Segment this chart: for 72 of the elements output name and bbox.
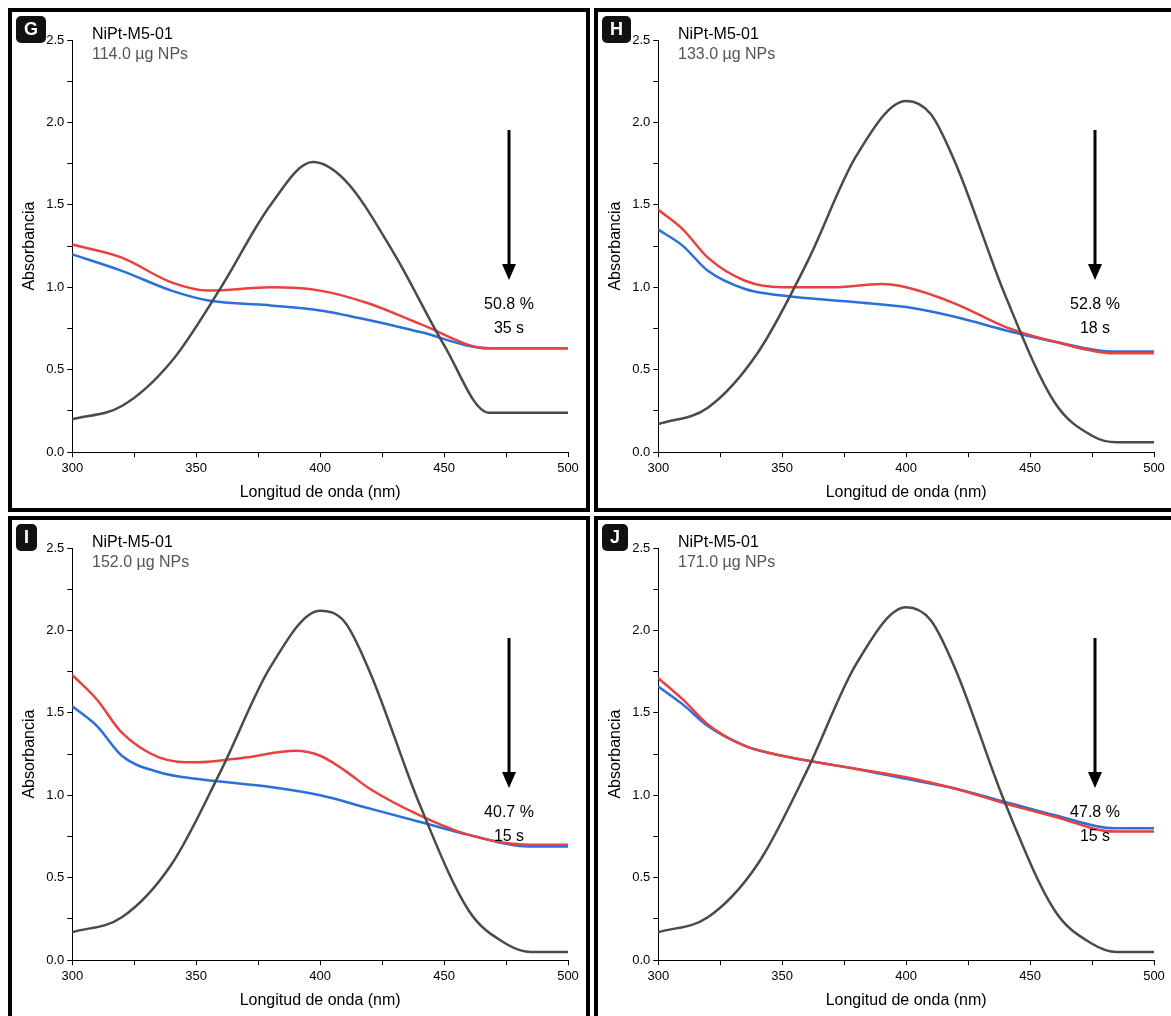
y-tick-label: 1.0: [46, 786, 65, 802]
annotation: NiPt-M5-01: [678, 24, 760, 44]
x-axis-title: Longitud de onda (nm): [825, 990, 987, 1008]
x-tick-label: 450: [1019, 459, 1041, 475]
y-tick-label: 0.0: [632, 443, 651, 459]
y-tick-label: 2.0: [46, 622, 65, 638]
y-tick-label: 2.0: [46, 114, 65, 130]
x-tick-label: 500: [1143, 459, 1165, 475]
x-tick-label: 400: [309, 459, 331, 475]
x-tick-label: 400: [309, 967, 331, 983]
x-tick-label: 350: [185, 459, 208, 475]
annotation: 15 s: [1078, 826, 1112, 846]
text: I: [16, 524, 38, 551]
y-tick-label: 1.0: [632, 278, 651, 294]
x-tick-label: 400: [895, 967, 917, 983]
x-tick-label: 300: [61, 967, 84, 983]
y-tick-label: 0.0: [46, 951, 65, 967]
y-tick-label: 1.5: [632, 196, 651, 212]
y-tick-label: 1.0: [46, 278, 65, 294]
annotation: 47.8 %: [1069, 802, 1121, 822]
y-tick-label: 1.5: [46, 196, 65, 212]
y-axis-title: Absorbancia: [20, 201, 38, 291]
y-tick-label: 0.5: [632, 361, 651, 377]
y-tick-label: 0.5: [46, 361, 65, 377]
y-tick-label: 0.5: [46, 869, 65, 885]
annotation: 50.8 %: [483, 294, 535, 314]
x-axis-title: Longitud de onda (nm): [825, 482, 987, 500]
annotation: NiPt-M5-01: [92, 24, 174, 44]
y-axis-title: Absorbancia: [20, 709, 38, 799]
annotation: 171.0 µg NPs: [678, 552, 776, 572]
y-tick-label: 2.5: [46, 539, 65, 555]
y-tick-label: 0.5: [632, 869, 651, 885]
annotation: NiPt-M5-01: [678, 532, 760, 552]
text: H: [602, 16, 631, 43]
y-tick-label: 2.5: [632, 539, 651, 555]
y-tick-label: 1.5: [46, 704, 65, 720]
y-axis-title: Absorbancia: [606, 709, 624, 799]
y-axis-title: Absorbancia: [606, 201, 624, 291]
annotation: 35 s: [492, 318, 526, 338]
annotation: 133.0 µg NPs: [678, 44, 776, 64]
y-tick-label: 1.0: [632, 786, 651, 802]
y-tick-label: 2.0: [632, 622, 651, 638]
x-tick-label: 500: [557, 459, 579, 475]
annotation: 40.7 %: [483, 802, 535, 822]
annotation: 152.0 µg NPs: [92, 552, 190, 572]
y-tick-label: 1.5: [632, 704, 651, 720]
x-tick-label: 300: [61, 459, 84, 475]
x-tick-label: 500: [557, 967, 579, 983]
x-axis-title: Longitud de onda (nm): [239, 990, 401, 1008]
annotation: 18 s: [1078, 318, 1112, 338]
annotation: NiPt-M5-01: [92, 532, 174, 552]
annotation: 52.8 %: [1069, 294, 1121, 314]
x-tick-label: 450: [433, 459, 455, 475]
x-axis-title: Longitud de onda (nm): [239, 482, 401, 500]
x-tick-label: 400: [895, 459, 917, 475]
x-tick-label: 350: [771, 459, 794, 475]
x-tick-label: 350: [771, 967, 794, 983]
x-tick-label: 300: [647, 967, 670, 983]
y-tick-label: 0.0: [632, 951, 651, 967]
text: J: [602, 524, 629, 551]
x-tick-label: 450: [1019, 967, 1041, 983]
x-tick-label: 500: [1143, 967, 1165, 983]
x-tick-label: 450: [433, 967, 455, 983]
x-tick-label: 300: [647, 459, 670, 475]
y-tick-label: 2.5: [632, 31, 651, 47]
y-tick-label: 2.5: [46, 31, 65, 47]
annotation: 15 s: [492, 826, 526, 846]
text: G: [16, 16, 47, 43]
y-tick-label: 2.0: [632, 114, 651, 130]
annotation: 114.0 µg NPs: [92, 44, 189, 64]
y-tick-label: 0.0: [46, 443, 65, 459]
x-tick-label: 350: [185, 967, 208, 983]
